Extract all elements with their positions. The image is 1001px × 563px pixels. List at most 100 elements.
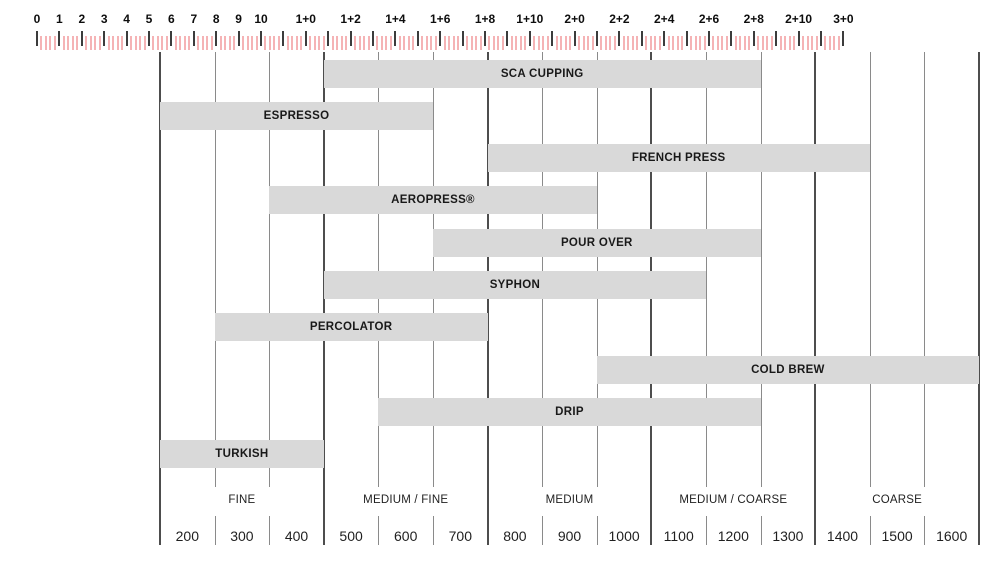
ruler-minor-tick bbox=[201, 36, 204, 50]
ruler-major-tick bbox=[797, 31, 800, 46]
ruler-label: 2+10 bbox=[785, 12, 813, 26]
ruler-minor-tick bbox=[277, 36, 280, 50]
ruler-minor-tick bbox=[793, 36, 796, 50]
ruler-major-tick bbox=[775, 31, 778, 46]
ruler-minor-tick bbox=[188, 36, 191, 50]
brew-method-label: POUR OVER bbox=[560, 236, 633, 249]
ruler-minor-tick bbox=[672, 36, 675, 50]
micron-tick-label: 1000 bbox=[608, 528, 640, 544]
ruler-major-tick bbox=[260, 31, 262, 46]
ruler-major-tick bbox=[663, 31, 666, 46]
ruler-minor-tick bbox=[645, 36, 648, 50]
micron-tick-label: 1300 bbox=[772, 528, 804, 544]
ruler-major-tick bbox=[304, 31, 307, 46]
grind-category-label: COARSE bbox=[872, 494, 922, 506]
ruler-minor-tick bbox=[336, 36, 339, 50]
ruler-minor-tick bbox=[569, 36, 572, 50]
ruler-minor-tick bbox=[403, 36, 406, 50]
grid-line-thin bbox=[269, 516, 271, 545]
brew-method-bar: FRENCH PRESS bbox=[487, 144, 870, 173]
ruler-label: 3 bbox=[100, 12, 108, 26]
ruler-minor-tick bbox=[757, 36, 760, 50]
ruler-label: 7 bbox=[190, 12, 198, 26]
ruler-minor-tick bbox=[40, 36, 43, 50]
ruler-minor-tick bbox=[152, 36, 155, 50]
ruler-major-tick bbox=[36, 31, 38, 46]
micron-tick-label: 800 bbox=[503, 528, 527, 544]
ruler-major-tick bbox=[148, 31, 150, 46]
ruler-major-tick bbox=[170, 31, 173, 46]
ruler-minor-tick bbox=[587, 36, 590, 50]
brew-method-bar: SYPHON bbox=[323, 271, 706, 300]
grid-line-thin bbox=[924, 516, 926, 545]
brew-method-bar: COLD BREW bbox=[596, 355, 979, 384]
ruler-minor-tick bbox=[53, 36, 56, 50]
ruler-minor-tick bbox=[604, 36, 607, 50]
ruler-major-tick bbox=[215, 31, 218, 46]
ruler-minor-tick bbox=[609, 36, 612, 50]
ruler-major-tick bbox=[596, 31, 598, 46]
ruler-minor-tick bbox=[331, 36, 334, 50]
ruler-minor-tick bbox=[457, 36, 460, 50]
ruler-minor-tick bbox=[766, 36, 769, 50]
ruler-major-tick bbox=[439, 31, 442, 46]
ruler-major-tick bbox=[125, 31, 128, 46]
ruler-label: 5 bbox=[145, 12, 153, 26]
ruler-minor-tick bbox=[367, 36, 370, 50]
micron-tick-label: 1600 bbox=[936, 528, 968, 544]
ruler-minor-tick bbox=[510, 36, 513, 50]
ruler-major-tick bbox=[820, 31, 822, 46]
ruler-minor-tick bbox=[49, 36, 52, 50]
ruler-minor-tick bbox=[452, 36, 455, 50]
ruler-minor-tick bbox=[246, 36, 249, 50]
ruler-minor-tick bbox=[358, 36, 361, 50]
micron-tick-label: 600 bbox=[394, 528, 418, 544]
grid-line-thin bbox=[924, 52, 926, 487]
ruler-minor-tick bbox=[44, 36, 47, 50]
ruler-label: 1 bbox=[56, 12, 63, 26]
ruler-minor-tick bbox=[578, 36, 581, 50]
ruler-minor-tick bbox=[376, 36, 379, 50]
micron-tick-label: 300 bbox=[230, 528, 254, 544]
ruler-minor-tick bbox=[161, 36, 164, 50]
micron-tick-label: 700 bbox=[448, 528, 472, 544]
ruler-minor-tick bbox=[107, 36, 110, 50]
ruler-minor-tick bbox=[546, 36, 549, 50]
ruler-minor-tick bbox=[219, 36, 222, 50]
ruler-label: 1+4 bbox=[385, 12, 406, 26]
ruler-minor-tick bbox=[233, 36, 236, 50]
ruler-minor-tick bbox=[828, 36, 831, 50]
ruler-minor-tick bbox=[681, 36, 684, 50]
ruler-minor-tick bbox=[667, 36, 670, 50]
ruler-minor-tick bbox=[519, 36, 522, 50]
ruler-minor-tick bbox=[264, 36, 267, 50]
ruler-minor-tick bbox=[761, 36, 764, 50]
ruler-minor-tick bbox=[85, 36, 88, 50]
ruler-minor-tick bbox=[67, 36, 70, 50]
ruler-minor-tick bbox=[251, 36, 254, 50]
ruler-minor-tick bbox=[542, 36, 545, 50]
ruler-major-tick bbox=[349, 31, 352, 46]
grid-line-thin bbox=[214, 516, 216, 545]
ruler-minor-tick bbox=[466, 36, 469, 50]
ruler-minor-tick bbox=[255, 36, 258, 50]
ruler-label: 0 bbox=[33, 12, 41, 26]
ruler-major-tick bbox=[58, 31, 61, 46]
ruler-minor-tick bbox=[116, 36, 119, 50]
ruler-major-tick bbox=[528, 31, 531, 46]
micron-tick-label: 400 bbox=[284, 528, 309, 544]
grid-line-thin bbox=[596, 52, 598, 487]
ruler-minor-tick bbox=[533, 36, 536, 50]
ruler-major-tick bbox=[394, 31, 397, 46]
ruler-label: 2+2 bbox=[609, 12, 630, 26]
ruler-minor-tick bbox=[156, 36, 159, 50]
ruler-minor-tick bbox=[479, 36, 482, 50]
ruler-label: 8 bbox=[212, 12, 220, 26]
ruler-minor-tick bbox=[555, 36, 558, 50]
ruler-minor-tick bbox=[363, 36, 366, 50]
ruler-minor-tick bbox=[712, 36, 715, 50]
brew-method-label: COLD BREW bbox=[751, 363, 825, 376]
brew-method-bar: POUR OVER bbox=[433, 228, 761, 257]
micron-tick-label: 1400 bbox=[826, 528, 859, 544]
ruler-minor-tick bbox=[143, 36, 146, 50]
